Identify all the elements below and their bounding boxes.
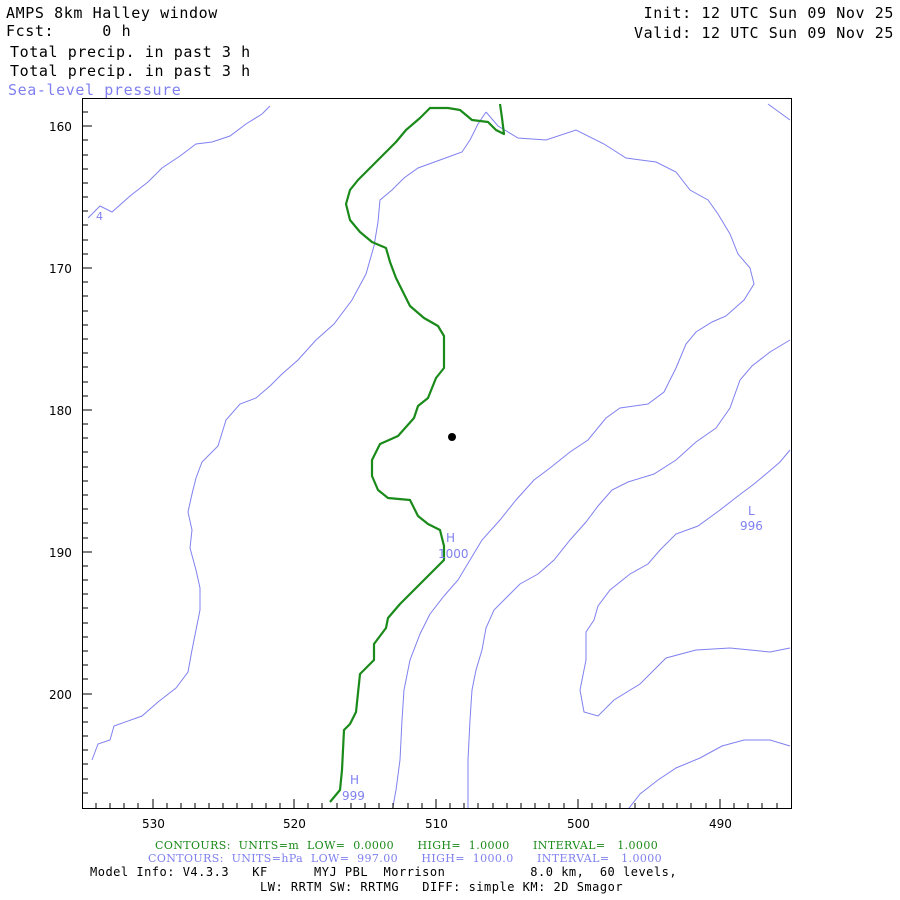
valid-time: Valid: 12 UTC Sun 09 Nov 25 bbox=[633, 24, 894, 42]
y-tick-label: 160 bbox=[49, 120, 72, 134]
map-contents: L 996 H 1000 H 999 4 bbox=[87, 103, 791, 809]
pressure-labels: L 996 H 1000 H 999 4 bbox=[96, 210, 763, 803]
field-label-1: Total precip. in past 3 h bbox=[10, 43, 251, 61]
y-tick-label: 190 bbox=[49, 546, 72, 560]
x-tick-label: 530 bbox=[142, 817, 165, 831]
station-dot bbox=[448, 433, 456, 441]
high-letter: H bbox=[350, 773, 359, 787]
pressure-contour-legend: CONTOURS: UNITS=hPa LOW= 997.00 HIGH= 10… bbox=[148, 852, 663, 865]
low-value: 996 bbox=[740, 519, 763, 533]
x-tick-label: 500 bbox=[567, 817, 590, 831]
pressure-contour bbox=[91, 111, 487, 761]
low-letter: L bbox=[748, 504, 755, 518]
map-frame bbox=[82, 98, 792, 809]
y-tick-labels: 160 170 180 190 200 bbox=[49, 120, 72, 702]
pressure-contour bbox=[627, 739, 791, 809]
x-axis-ticks bbox=[95, 799, 778, 809]
high-letter: H bbox=[446, 531, 455, 545]
plot-title: AMPS 8km Halley window bbox=[6, 4, 218, 22]
pressure-contour bbox=[767, 103, 791, 121]
x-tick-label: 490 bbox=[709, 817, 732, 831]
precip-contours bbox=[329, 103, 506, 803]
pressure-contour bbox=[392, 111, 755, 809]
high-value: 999 bbox=[342, 789, 365, 803]
x-tick-label: 520 bbox=[283, 817, 306, 831]
pressure-contours bbox=[87, 103, 791, 809]
forecast-hour: Fcst: 0 h bbox=[6, 22, 132, 40]
field-label-3: Sea-level pressure bbox=[8, 81, 182, 99]
model-info-line-2: LW: RRTM SW: RRTMG DIFF: simple KM: 2D S… bbox=[260, 880, 624, 894]
pressure-contour bbox=[467, 339, 791, 809]
y-tick-label: 200 bbox=[49, 688, 72, 702]
precip-contour bbox=[329, 103, 506, 803]
field-label-2: Total precip. in past 3 h bbox=[10, 62, 251, 80]
model-info-line-1: Model Info: V4.3.3 KF MYJ PBL Morrison 8… bbox=[90, 865, 678, 879]
pressure-contour bbox=[579, 449, 791, 717]
y-tick-label: 170 bbox=[49, 262, 72, 276]
precip-contour-legend: CONTOURS: UNITS=m LOW= 0.0000 HIGH= 1.00… bbox=[155, 839, 659, 852]
contour-value-label: 4 bbox=[96, 210, 103, 223]
y-tick-label: 180 bbox=[49, 404, 72, 418]
high-value: 1000 bbox=[438, 547, 469, 561]
pressure-contour bbox=[87, 105, 271, 219]
y-axis-ticks bbox=[82, 111, 92, 794]
x-tick-labels: 530 520 510 500 490 bbox=[142, 817, 732, 831]
x-tick-label: 510 bbox=[425, 817, 448, 831]
init-time: Init: 12 UTC Sun 09 Nov 25 bbox=[643, 4, 894, 22]
